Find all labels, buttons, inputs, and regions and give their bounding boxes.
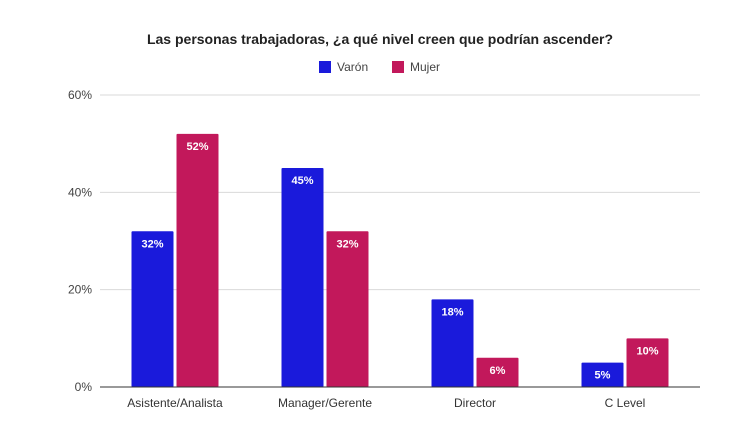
bar-1-1: [131, 231, 174, 387]
bar-2-4: [626, 338, 669, 387]
bars: [131, 133, 669, 387]
x-tick-label: Manager/Gerente: [278, 396, 372, 410]
data-label-2-3: 6%: [490, 365, 506, 377]
bar-2-2: [326, 231, 369, 387]
y-tick-label: 40%: [68, 185, 92, 199]
data-label-2-2: 32%: [336, 238, 358, 250]
data-label-1-1: 32%: [141, 238, 163, 250]
x-tick-label: Asistente/Analista: [127, 396, 223, 410]
bar-1-2: [281, 168, 324, 387]
chart-title: Las personas trabajadoras, ¿a qué nivel …: [147, 31, 613, 47]
legend-swatch-1: [319, 61, 331, 73]
y-tick-label: 20%: [68, 283, 92, 297]
legend-label-2: Mujer: [410, 60, 440, 74]
y-tick-label: 60%: [68, 88, 92, 102]
legend-swatch-2: [392, 61, 404, 73]
x-axis-labels: Asistente/Analista Manager/Gerente Directo…: [127, 396, 645, 410]
data-label-1-3: 18%: [441, 306, 463, 318]
data-label-1-4: 5%: [595, 370, 611, 382]
bar-1-3: [431, 299, 474, 387]
bar-1-4: [581, 362, 624, 387]
bar-2-1: [176, 133, 219, 387]
legend: Varón Mujer: [319, 60, 440, 74]
x-tick-label: C Level: [605, 396, 646, 410]
bar-2-3: [476, 357, 519, 387]
y-tick-label: 0%: [75, 380, 93, 394]
y-axis-ticks: 0% 20% 40% 60%: [68, 88, 92, 394]
x-tick-label: Director: [454, 396, 496, 410]
data-label-2-4: 10%: [636, 345, 658, 357]
data-labels: 32% 52% 45% 32% 18% 6% 5% 10%: [141, 141, 658, 382]
legend-label-1: Varón: [337, 60, 368, 74]
data-label-1-2: 45%: [291, 175, 313, 187]
data-label-2-1: 52%: [186, 141, 208, 153]
